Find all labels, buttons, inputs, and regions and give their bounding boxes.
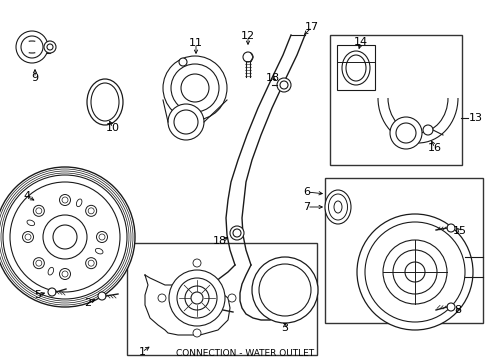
Circle shape bbox=[158, 294, 166, 302]
Circle shape bbox=[447, 224, 455, 232]
Circle shape bbox=[168, 104, 204, 140]
Circle shape bbox=[193, 259, 201, 267]
Text: CONNECTION - WATER OUTLET: CONNECTION - WATER OUTLET bbox=[176, 350, 314, 359]
Circle shape bbox=[179, 58, 187, 66]
Text: 2: 2 bbox=[84, 298, 92, 308]
Text: 14: 14 bbox=[354, 37, 368, 47]
Circle shape bbox=[98, 292, 106, 300]
Text: 5: 5 bbox=[34, 290, 42, 300]
Circle shape bbox=[423, 125, 433, 135]
Circle shape bbox=[243, 52, 253, 62]
Circle shape bbox=[163, 56, 227, 120]
Bar bbox=[325, 178, 483, 323]
Text: 18: 18 bbox=[213, 236, 227, 246]
Polygon shape bbox=[145, 275, 230, 335]
Text: 13: 13 bbox=[469, 113, 483, 123]
Circle shape bbox=[230, 226, 244, 240]
Text: 15: 15 bbox=[453, 226, 467, 236]
Circle shape bbox=[390, 117, 422, 149]
Text: 6: 6 bbox=[303, 187, 311, 197]
Ellipse shape bbox=[325, 190, 351, 224]
Text: 4: 4 bbox=[24, 191, 30, 201]
Circle shape bbox=[44, 41, 56, 53]
Bar bbox=[330, 35, 462, 165]
Text: 3: 3 bbox=[281, 323, 289, 333]
Circle shape bbox=[193, 329, 201, 337]
Text: 9: 9 bbox=[31, 73, 39, 83]
Circle shape bbox=[357, 214, 473, 330]
Text: 16: 16 bbox=[428, 143, 442, 153]
Circle shape bbox=[228, 294, 236, 302]
Text: 1: 1 bbox=[139, 347, 146, 357]
Text: 18: 18 bbox=[266, 73, 280, 83]
Circle shape bbox=[252, 257, 318, 323]
Ellipse shape bbox=[87, 79, 123, 125]
Bar bbox=[337, 45, 375, 90]
Circle shape bbox=[16, 31, 48, 63]
Bar bbox=[127, 243, 317, 355]
Text: 12: 12 bbox=[241, 31, 255, 41]
Circle shape bbox=[447, 303, 455, 311]
Circle shape bbox=[0, 167, 135, 307]
Circle shape bbox=[169, 270, 225, 326]
Text: 11: 11 bbox=[189, 38, 203, 48]
Text: 8: 8 bbox=[454, 305, 462, 315]
Text: 7: 7 bbox=[303, 202, 311, 212]
Text: 17: 17 bbox=[305, 22, 319, 32]
Circle shape bbox=[277, 78, 291, 92]
Bar bbox=[32, 41, 50, 53]
Text: 10: 10 bbox=[106, 123, 120, 133]
Circle shape bbox=[48, 288, 56, 296]
Ellipse shape bbox=[342, 51, 370, 85]
